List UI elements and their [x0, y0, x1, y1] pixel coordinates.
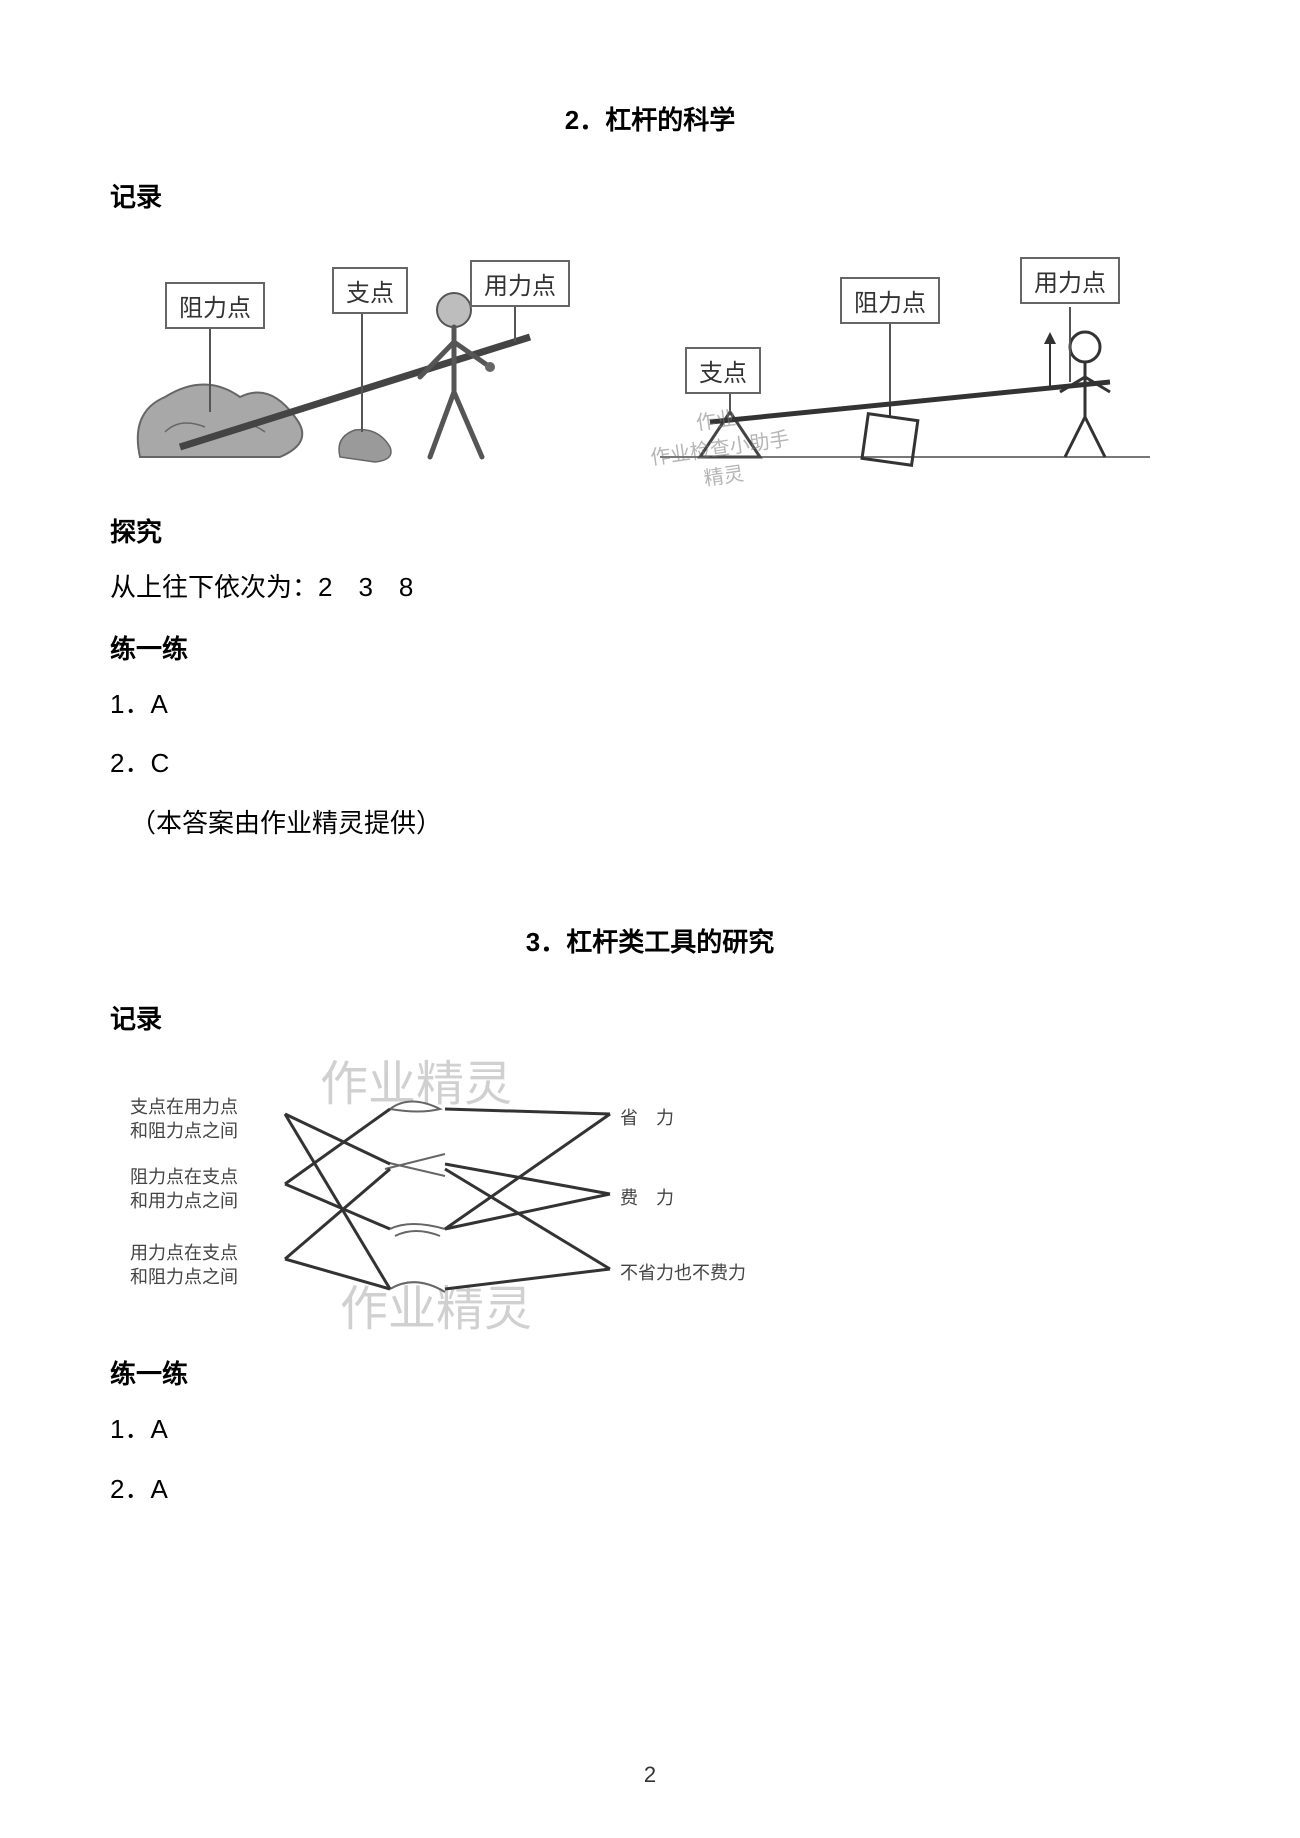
s3-q1: 1．A [110, 1409, 1190, 1451]
heading-practice-2: 练一练 [110, 1354, 1190, 1391]
match-right-1: 省 力 [620, 1104, 674, 1130]
s2-q2: 2．C [110, 743, 1190, 785]
match-left-2: 阻力点在支点 和用力点之间 [130, 1166, 238, 1213]
match-right-3: 不省力也不费力 [620, 1259, 746, 1285]
page-number: 2 [0, 1762, 1300, 1788]
match-left-3: 用力点在支点 和阻力点之间 [130, 1242, 238, 1289]
label-force-2: 用力点 [1020, 257, 1120, 304]
match-left-2-l1: 阻力点在支点 [130, 1166, 238, 1189]
match-left-1-l1: 支点在用力点 [130, 1096, 238, 1119]
match-left-2-l2: 和用力点之间 [130, 1190, 238, 1213]
match-left-1: 支点在用力点 和阻力点之间 [130, 1096, 238, 1143]
heading-explore: 探究 [110, 512, 1190, 549]
matching-diagram: 作业精灵 作业精灵 [110, 1054, 830, 1334]
section3-title: 3．杠杆类工具的研究 [110, 922, 1190, 959]
match-left-3-l1: 用力点在支点 [130, 1242, 238, 1265]
match-right-2: 费 力 [620, 1184, 674, 1210]
label-force-1: 用力点 [470, 260, 570, 307]
label-pivot-1: 支点 [332, 267, 408, 314]
match-left-1-l2: 和阻力点之间 [130, 1120, 238, 1143]
page-container: 2．杠杆的科学 记录 [0, 0, 1300, 1589]
heading-record-2: 记录 [110, 999, 1190, 1036]
s3-q2: 2．A [110, 1469, 1190, 1511]
match-left-3-l2: 和阻力点之间 [130, 1266, 238, 1289]
spacer [110, 862, 1190, 922]
explore-answer: 从上往下依次为：2 3 8 [110, 567, 1190, 609]
lever-diagram-svg [110, 232, 1170, 492]
label-pivot-2: 支点 [685, 347, 761, 394]
s2-q1: 1．A [110, 684, 1190, 726]
label-resist-1: 阻力点 [165, 282, 265, 329]
credit-line: （本答案由作业精灵提供） [110, 803, 1190, 845]
label-resist-2: 阻力点 [840, 277, 940, 324]
heading-record-1: 记录 [110, 177, 1190, 214]
section2-title: 2．杠杆的科学 [110, 100, 1190, 137]
lever-diagram: 阻力点 支点 用力点 阻力点 用力点 支点 作业 作业检查小助手 精灵 [110, 232, 1170, 492]
heading-practice-1: 练一练 [110, 629, 1190, 666]
